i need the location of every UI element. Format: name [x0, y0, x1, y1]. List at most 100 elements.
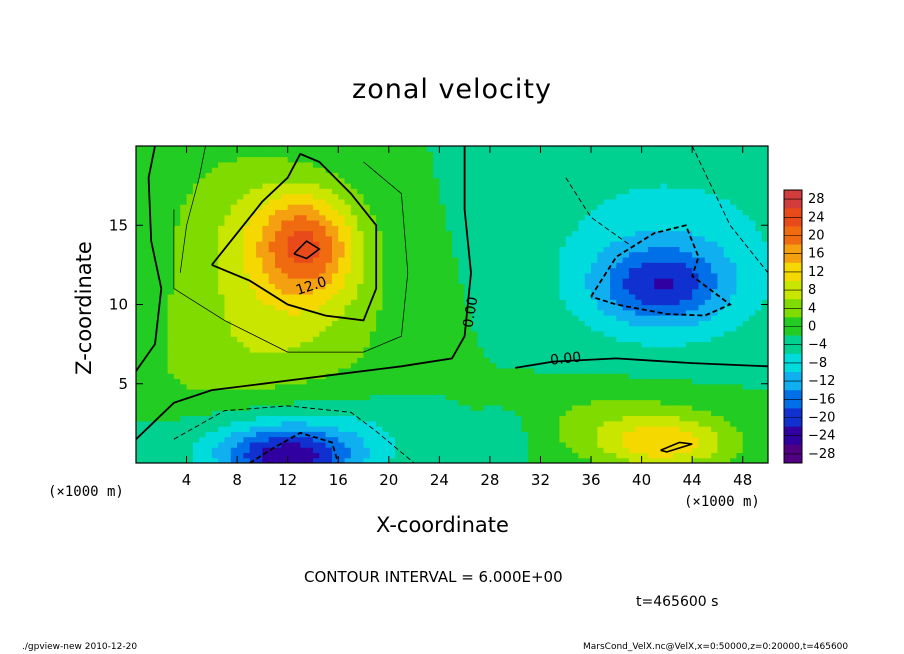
field-cell [591, 251, 598, 258]
field-cell [584, 315, 592, 321]
field-cell [319, 330, 327, 337]
field-cell [218, 288, 226, 295]
field-cell [458, 336, 466, 343]
field-cell [331, 251, 339, 258]
field-cell [300, 167, 308, 174]
field-cell [300, 251, 308, 258]
field-cell [622, 436, 630, 443]
field-cell [420, 283, 428, 290]
field-cell [565, 309, 573, 316]
field-cell [654, 389, 662, 395]
field-cell [527, 251, 535, 258]
field-cell [388, 373, 396, 380]
field-cell [388, 394, 396, 401]
field-cell [628, 420, 636, 427]
field-cell [521, 320, 529, 327]
field-cell [445, 193, 453, 200]
field-cell [199, 299, 207, 306]
field-cell [388, 235, 396, 242]
field-cell [148, 457, 156, 463]
field-cell [572, 426, 579, 432]
field-cell [477, 320, 485, 327]
field-cell [230, 219, 238, 226]
field-cell [243, 309, 251, 316]
field-cell [515, 415, 523, 422]
field-cell [325, 325, 333, 332]
field-cell [654, 426, 662, 432]
field-cell [262, 315, 270, 321]
field-cell [211, 436, 219, 443]
field-cell [452, 352, 459, 358]
field-cell [616, 182, 624, 189]
field-cell [325, 262, 333, 269]
field-cell [294, 352, 301, 358]
field-cell [546, 389, 554, 395]
field-cell [275, 394, 282, 401]
field-cell [249, 172, 257, 179]
field-cell [205, 415, 213, 422]
field-cell [148, 235, 156, 242]
field-cell [414, 283, 421, 290]
field-cell [395, 241, 403, 247]
field-cell [395, 410, 403, 417]
field-cell [331, 330, 339, 337]
field-cell [578, 230, 586, 237]
field-cell [395, 341, 403, 348]
field-cell [161, 336, 169, 343]
field-cell [224, 431, 232, 438]
field-cell [294, 357, 301, 364]
field-cell [205, 204, 213, 210]
field-cell [142, 230, 150, 237]
field-cell [521, 304, 529, 311]
field-cell [161, 230, 169, 237]
field-cell [148, 283, 156, 290]
field-cell [433, 272, 440, 279]
field-cell [167, 362, 175, 369]
field-cell [496, 230, 504, 237]
field-cell [610, 309, 617, 316]
field-cell [300, 278, 308, 284]
field-cell [515, 315, 523, 321]
field-cell [647, 156, 655, 163]
field-cell [470, 447, 478, 454]
field-cell [572, 156, 579, 163]
field-cell [369, 336, 377, 343]
field-cell [534, 193, 542, 200]
field-cell [300, 352, 308, 358]
field-cell [641, 267, 649, 274]
field-cell [534, 436, 542, 443]
field-cell [654, 256, 662, 263]
field-cell [578, 325, 586, 332]
field-cell [243, 399, 251, 406]
field-cell [489, 235, 497, 242]
field-cell [483, 346, 491, 353]
field-cell [508, 410, 516, 417]
field-cell [256, 410, 263, 417]
field-cell [527, 204, 535, 210]
field-cell [344, 325, 352, 332]
field-cell [553, 204, 561, 210]
field-cell [489, 172, 497, 179]
field-cell [262, 156, 270, 163]
field-cell [338, 426, 346, 432]
field-cell [369, 267, 377, 274]
field-cell [363, 320, 371, 327]
field-cell [230, 320, 238, 327]
field-cell [553, 389, 561, 395]
field-cell [382, 399, 390, 406]
field-cell [382, 256, 390, 263]
field-cell [641, 346, 649, 353]
field-cell [622, 352, 630, 358]
field-cell [224, 283, 232, 290]
field-cell [597, 336, 605, 343]
field-cell [452, 415, 459, 422]
field-cell [224, 267, 232, 274]
field-cell [294, 188, 301, 195]
field-cell [154, 293, 162, 300]
field-cell [540, 367, 548, 374]
field-cell [616, 262, 624, 269]
field-cell [312, 431, 320, 438]
field-cell [502, 373, 510, 380]
field-cell [363, 394, 371, 401]
field-cell [540, 156, 548, 163]
